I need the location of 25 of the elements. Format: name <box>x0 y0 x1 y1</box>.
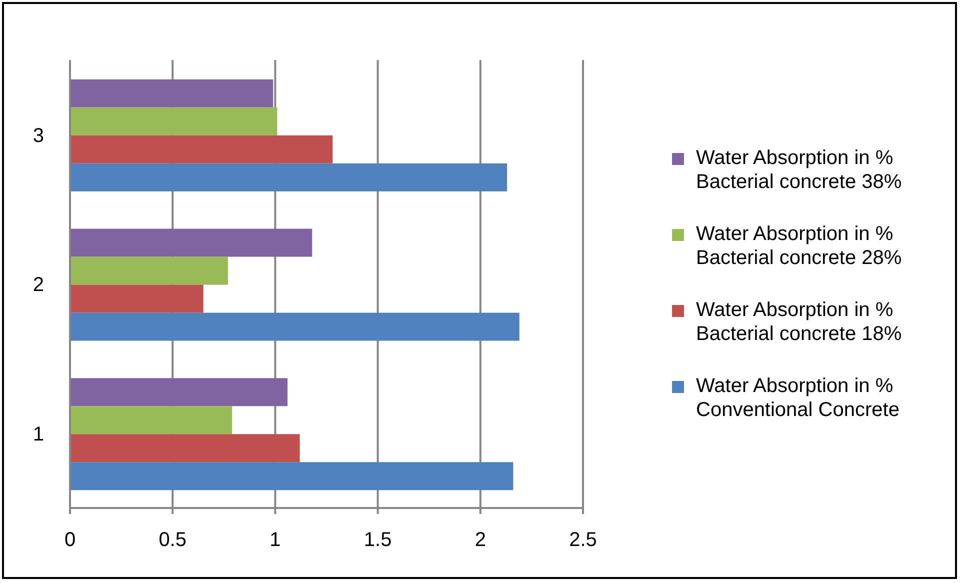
legend-label: Water Absorption in % Bacterial concrete 18% <box>696 298 903 346</box>
legend-label: Water Absorption in % Conventional Concrete <box>696 374 900 422</box>
bar <box>70 107 278 136</box>
y-tick-label: 3 <box>32 124 44 147</box>
x-tick-label: 1 <box>270 529 281 552</box>
bar <box>70 163 508 192</box>
bar <box>70 462 514 490</box>
bar <box>70 284 204 313</box>
y-tick-label: 1 <box>32 423 44 446</box>
bar <box>70 406 232 434</box>
bar <box>70 378 288 406</box>
x-tick-label: 1.5 <box>364 529 392 552</box>
x-tick-label: 0.5 <box>158 529 187 552</box>
bar <box>70 256 228 285</box>
bar <box>70 434 300 462</box>
x-tick-label: 2.5 <box>569 529 597 552</box>
bar <box>70 312 520 341</box>
legend-label: Water Absorption in % Bacterial concrete 38% <box>696 146 903 194</box>
y-tick-label: 2 <box>32 274 44 296</box>
x-tick-label: 0 <box>64 529 76 552</box>
bar <box>70 228 312 257</box>
legend-label: Water Absorption in % Bacterial concrete 28% <box>696 222 903 270</box>
bar <box>70 79 274 108</box>
x-tick-label: 2 <box>474 529 486 552</box>
bar <box>70 135 333 164</box>
